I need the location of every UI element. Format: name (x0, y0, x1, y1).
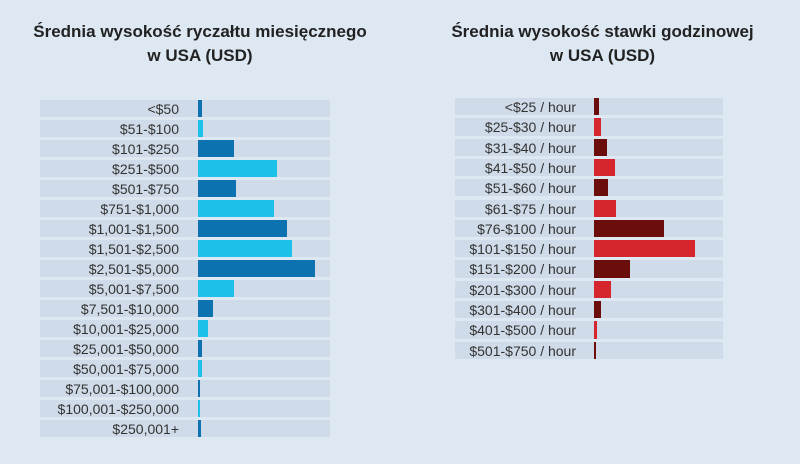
monthly-category-label: $251-$500 (112, 161, 179, 177)
monthly-category-label: $75,001-$100,000 (65, 381, 179, 397)
hourly-bar (594, 179, 609, 197)
hourly-bar (594, 98, 600, 116)
hourly-category-label: $76-$100 / hour (477, 220, 576, 237)
monthly-row-band (40, 300, 330, 317)
monthly-row-band (40, 320, 330, 337)
monthly-row-band (40, 180, 330, 197)
hourly-category-label: $51-$60 / hour (484, 180, 576, 197)
hourly-category-label: $25-$30 / hour (484, 119, 576, 136)
monthly-bar (198, 200, 275, 217)
monthly-category-label: $501-$750 (112, 181, 179, 197)
monthly-category-label: $25,001-$50,000 (73, 341, 179, 357)
monthly-row-band (40, 420, 330, 437)
monthly-bar (198, 180, 237, 197)
hourly-category-label: $151-$200 / hour (469, 261, 576, 278)
monthly-chart-title-line-2: w USA (USD) (147, 46, 253, 65)
hourly-category-label: $61-$75 / hour (484, 200, 576, 217)
hourly-bar (594, 301, 601, 319)
monthly-category-label: $10,001-$25,000 (73, 321, 179, 337)
hourly-category-label: $201-$300 / hour (469, 281, 576, 298)
hourly-category-label: $501-$750 / hour (469, 342, 576, 359)
monthly-row-band (40, 340, 330, 357)
hourly-bar (594, 219, 665, 238)
hourly-row-band (455, 280, 723, 298)
monthly-category-label: $2,501-$5,000 (88, 261, 179, 277)
monthly-category-label: $1,501-$2,500 (88, 241, 179, 257)
monthly-row-band (40, 360, 330, 377)
monthly-row-band (40, 140, 330, 157)
hourly-category-label: $101-$150 / hour (469, 241, 576, 258)
monthly-bar (198, 280, 234, 297)
monthly-category-label: $1,001-$1,500 (88, 221, 179, 237)
hourly-bar (594, 260, 631, 278)
monthly-category-label: $100,001-$250,000 (57, 401, 179, 417)
monthly-category-label: $50,001-$75,000 (73, 361, 179, 377)
hourly-category-label: $31-$40 / hour (484, 139, 576, 156)
hourly-row-band (455, 118, 723, 136)
monthly-category-label: $250,001+ (112, 421, 179, 437)
hourly-bar (594, 321, 597, 339)
hourly-row-band (455, 98, 723, 116)
monthly-chart-title-line-1: Średnia wysokość ryczałtu miesięcznego (33, 22, 367, 41)
hourly-category-label: <$25 / hour (504, 99, 576, 115)
hourly-bar (594, 158, 615, 177)
monthly-category-label: $51-$100 (119, 121, 179, 137)
monthly-bar (198, 340, 202, 357)
hourly-bar (594, 341, 596, 359)
monthly-chart-title: Średnia wysokość ryczałtu miesięcznego w… (10, 20, 390, 68)
monthly-bar (198, 300, 214, 317)
monthly-category-label: $5,001-$7,500 (88, 281, 179, 297)
monthly-bar (198, 140, 234, 157)
monthly-bar (198, 260, 316, 277)
hourly-row-band (455, 341, 723, 359)
hourly-bar (594, 240, 696, 258)
hourly-bar (594, 118, 601, 136)
hourly-row-band (455, 199, 723, 217)
monthly-category-label: $7,501-$10,000 (80, 301, 179, 317)
hourly-category-label: $301-$400 / hour (469, 302, 576, 318)
hourly-chart-title: Średnia wysokość stawki godzinowej w USA… (415, 20, 790, 68)
monthly-bar (198, 220, 288, 237)
monthly-bar (198, 240, 293, 257)
monthly-row-band (40, 380, 330, 397)
monthly-bar (198, 320, 209, 337)
monthly-bar (198, 100, 202, 117)
monthly-row-band (40, 120, 330, 137)
monthly-bar (198, 360, 202, 377)
hourly-chart-title-line-1: Średnia wysokość stawki godzinowej (451, 22, 754, 41)
hourly-row-band (455, 321, 723, 339)
hourly-chart-title-line-2: w USA (USD) (549, 46, 656, 65)
monthly-bar (198, 160, 277, 177)
hourly-row-band (455, 301, 723, 319)
monthly-bar (198, 400, 200, 417)
hourly-row-band (455, 138, 723, 156)
monthly-row-band (40, 280, 330, 297)
monthly-row-band (40, 100, 330, 117)
monthly-category-label: $751-$1,000 (100, 201, 179, 217)
hourly-category-label: $41-$50 / hour (484, 159, 576, 176)
monthly-bar (198, 420, 201, 437)
monthly-category-label: $101-$250 (112, 141, 179, 157)
hourly-row-band (455, 260, 723, 278)
hourly-bar (594, 138, 607, 156)
monthly-bar (198, 120, 204, 137)
hourly-bar (594, 280, 611, 298)
hourly-category-label: $401-$500 / hour (469, 322, 576, 339)
monthly-category-label: <$50 (147, 101, 179, 117)
monthly-row-band (40, 400, 330, 417)
monthly-bar (198, 380, 200, 397)
hourly-row-band (455, 179, 723, 197)
hourly-row-band (455, 158, 723, 177)
hourly-bar (594, 199, 617, 217)
